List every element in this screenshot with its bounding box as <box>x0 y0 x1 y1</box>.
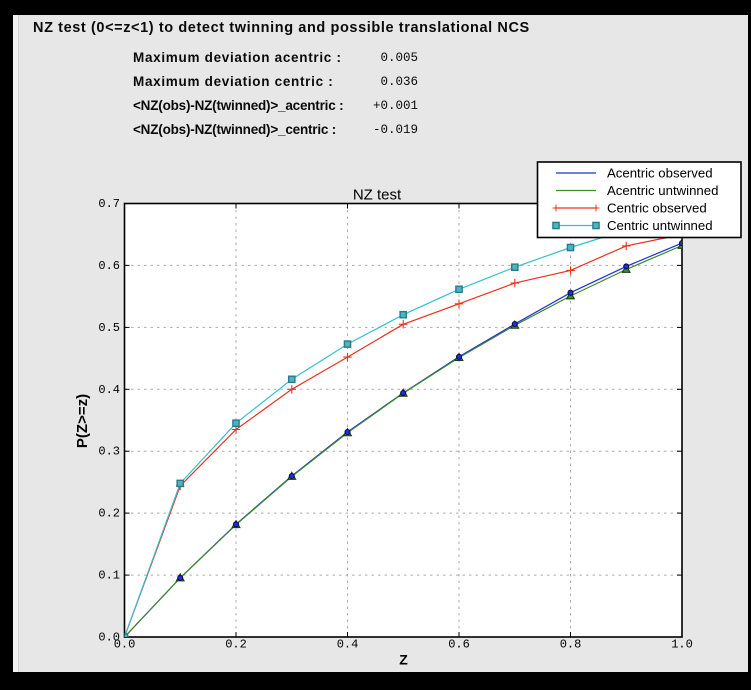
svg-text:0.2: 0.2 <box>98 507 120 521</box>
svg-text:Acentric observed: Acentric observed <box>607 166 713 181</box>
svg-text:0.4: 0.4 <box>98 383 120 397</box>
svg-text:Centric untwinned: Centric untwinned <box>607 218 713 233</box>
svg-text:0.0: 0.0 <box>114 638 136 652</box>
svg-text:0.1: 0.1 <box>98 569 120 583</box>
svg-text:NZ test: NZ test <box>353 187 402 204</box>
svg-text:0.7: 0.7 <box>98 197 120 211</box>
svg-text:0.8: 0.8 <box>560 638 582 652</box>
svg-text:0.6: 0.6 <box>448 638 470 652</box>
svg-text:0.3: 0.3 <box>98 445 120 459</box>
svg-text:0.4: 0.4 <box>337 638 359 652</box>
svg-text:Z: Z <box>399 652 408 668</box>
svg-text:Centric observed: Centric observed <box>607 201 707 216</box>
svg-text:0.6: 0.6 <box>98 259 120 273</box>
svg-text:0.2: 0.2 <box>225 638 247 652</box>
svg-text:Acentric untwinned: Acentric untwinned <box>607 183 718 198</box>
svg-text:0.5: 0.5 <box>98 321 120 335</box>
svg-text:0.0: 0.0 <box>98 631 120 645</box>
svg-text:P(Z>=z): P(Z>=z) <box>74 394 91 448</box>
svg-text:1.0: 1.0 <box>671 638 693 652</box>
